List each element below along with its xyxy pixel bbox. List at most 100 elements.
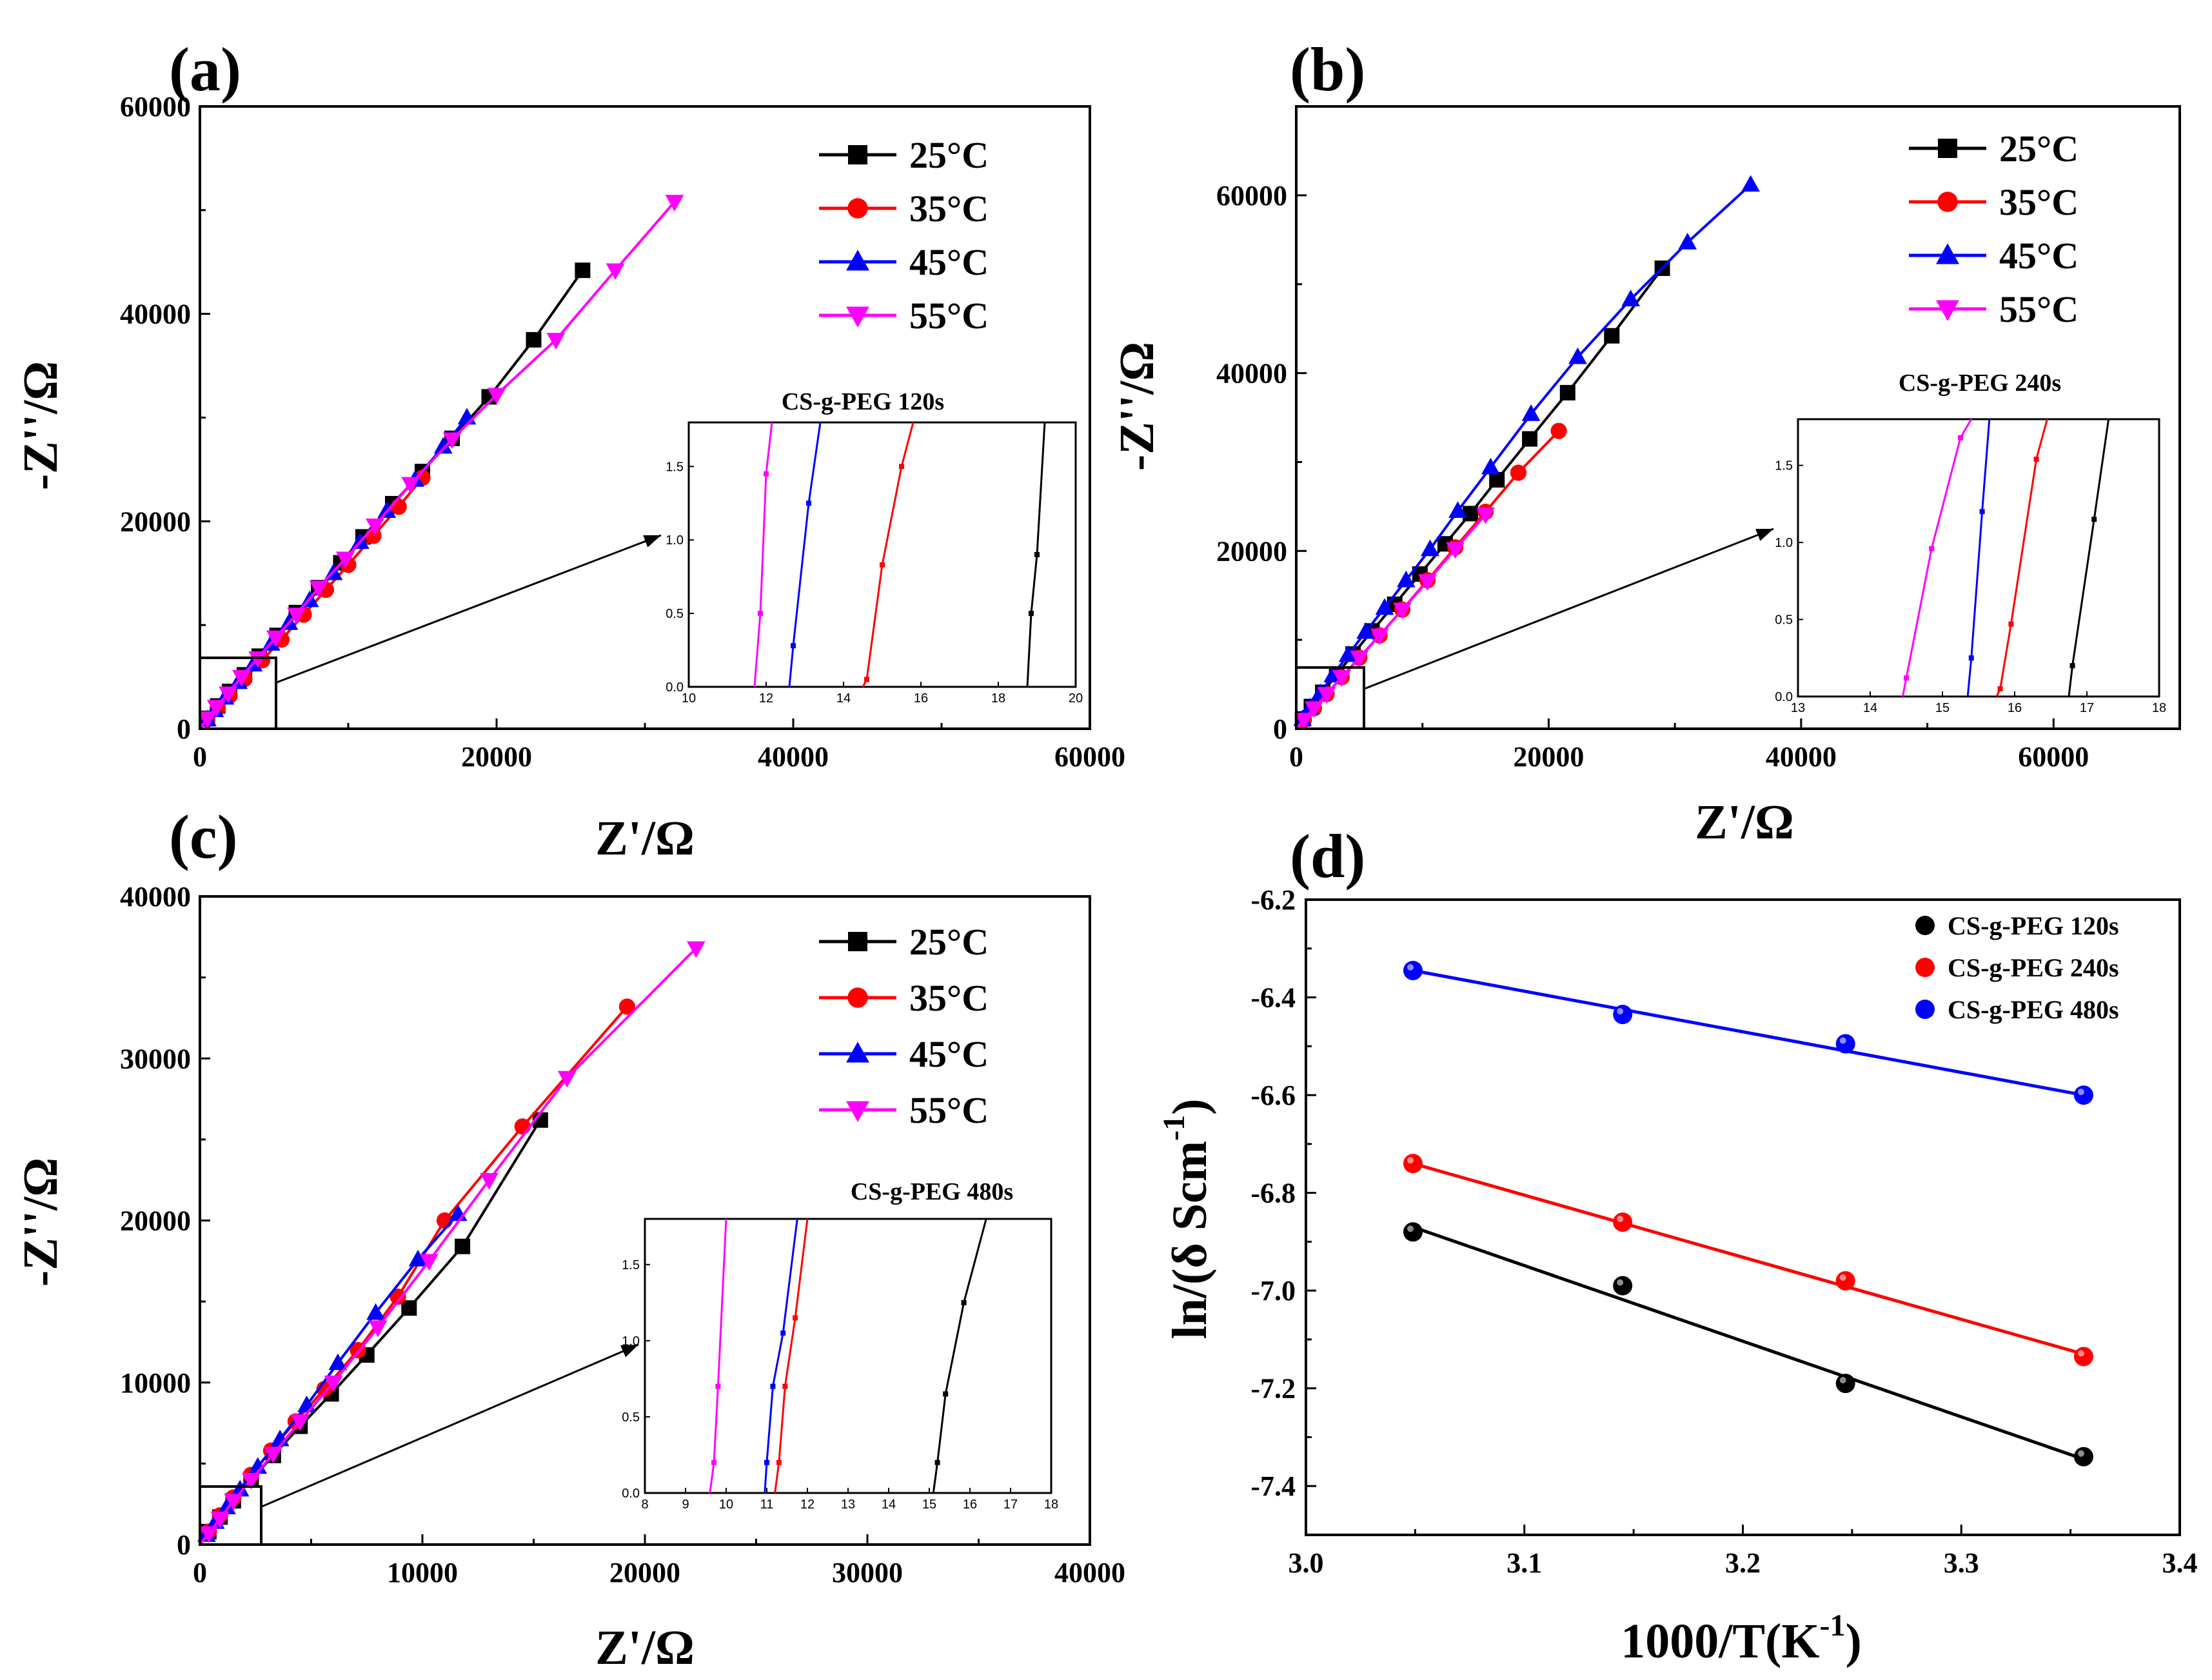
y-tick-label: 30000 <box>120 1043 191 1074</box>
legend-label: 35°C <box>909 977 989 1019</box>
plot-frame <box>1295 105 2181 730</box>
inset-series-45°C <box>764 1218 798 1494</box>
legend-entry: 45°C <box>819 241 989 283</box>
x-tick-label: 40000 <box>758 741 829 773</box>
inset-x-tick-label: 10 <box>682 691 696 706</box>
legend-marker <box>1915 1000 1935 1019</box>
inset-title: CS-g-PEG 480s <box>851 1178 1013 1205</box>
y-tick-label: 40000 <box>120 881 191 913</box>
legend-entry: CS-g-PEG 480s <box>1915 995 2119 1024</box>
inset-x-tick-label: 14 <box>1863 701 1877 715</box>
y-tick-label: -6.8 <box>1250 1178 1296 1209</box>
legend-label: 25°C <box>1999 128 2079 170</box>
y-tick-label: 60000 <box>1216 180 1287 212</box>
data-point <box>1522 431 1538 447</box>
y-tick-label: 20000 <box>120 506 191 537</box>
x-tick-label: 20000 <box>1513 741 1584 773</box>
data-point <box>1568 347 1587 364</box>
inset-data-point <box>776 1459 782 1465</box>
fit-line <box>1412 969 2084 1097</box>
inset: CS-g-PEG 480s 8 9 10 11 12 13 14 15 16 17 18 0.0 0.5 1… <box>622 1178 1058 1512</box>
inset-x-tick-label: 16 <box>963 1497 977 1512</box>
data-point <box>266 630 285 647</box>
inset-y-tick-label: 0.5 <box>1775 613 1793 628</box>
data-point <box>1305 701 1323 718</box>
y-tick-label: 0 <box>1273 713 1287 745</box>
zoom-box <box>199 1485 262 1546</box>
x-tick-label: 60000 <box>1054 741 1125 773</box>
legend-label: 45°C <box>1999 235 2079 277</box>
inset-x-tick-label: 16 <box>914 691 928 706</box>
inset-series-line <box>753 422 773 687</box>
data-point <box>290 1414 310 1432</box>
y-tick-label: 40000 <box>1216 358 1287 390</box>
data-point <box>514 1118 531 1135</box>
y-tick-label: 60000 <box>120 91 191 123</box>
inset-series-25°C <box>932 1218 987 1494</box>
inset-x-tick-label: 18 <box>1044 1497 1058 1512</box>
legend-entry: 45°C <box>1909 235 2079 277</box>
y-tick-label: -6.2 <box>1250 884 1296 916</box>
legend-entry: 25°C <box>819 921 989 963</box>
data-point <box>336 551 355 569</box>
inset-series-45°C <box>1966 419 1991 697</box>
legend-entry: CS-g-PEG 120s <box>1915 911 2119 940</box>
data-point <box>287 608 306 625</box>
inset-x-tick-label: 16 <box>2008 701 2022 715</box>
data-point <box>1550 422 1567 439</box>
data-point <box>210 1512 230 1528</box>
legend-marker <box>848 932 867 951</box>
data-point <box>408 1249 428 1267</box>
inset-frame <box>687 421 1077 688</box>
data-point <box>1621 290 1641 306</box>
legend-entry: 25°C <box>819 134 989 176</box>
data-point <box>264 1447 283 1464</box>
inset-x-tick-label: 14 <box>882 1497 896 1512</box>
data-point <box>433 437 453 454</box>
y-tick-label: -6.6 <box>1250 1080 1296 1111</box>
legend-label: CS-g-PEG 240s <box>1948 953 2119 982</box>
data-point <box>1403 960 1423 980</box>
data-point <box>526 331 542 348</box>
inset-series-35°C <box>1995 419 2048 697</box>
y-axis-label-tail: ) <box>1163 1099 1217 1115</box>
legend-marker <box>847 987 868 1008</box>
x-axis-label: Z'/Ω <box>1695 795 1794 849</box>
y-tick-label: 0 <box>177 713 191 745</box>
data-point <box>401 477 420 494</box>
inset-x-tick-label: 11 <box>760 1497 774 1512</box>
data-point <box>442 432 462 450</box>
inset-y-tick-label: 0.0 <box>622 1487 640 1501</box>
y-tick-label: 10000 <box>120 1367 191 1399</box>
data-point <box>1521 404 1541 421</box>
legend-entry: 45°C <box>819 1033 989 1075</box>
inset-frame <box>644 1218 1052 1494</box>
zoom-arrowhead <box>643 535 661 548</box>
x-tick-label: 10000 <box>387 1557 458 1588</box>
inset-x-tick-label: 18 <box>991 691 1005 706</box>
inset-data-point <box>770 1383 776 1389</box>
inset-data-point <box>711 1459 717 1465</box>
data-point <box>1448 501 1467 519</box>
inset-x-tick-label: 20 <box>1069 691 1083 706</box>
inset-y-tick-label: 1.0 <box>622 1334 640 1349</box>
inset-data-point <box>1997 686 2003 692</box>
inset-x-tick-label: 10 <box>719 1497 733 1512</box>
y-tick-label: 20000 <box>120 1205 191 1237</box>
inset-data-point <box>1968 655 1974 661</box>
inset-x-tick-label: 8 <box>641 1497 648 1512</box>
inset-x-tick-label: 12 <box>800 1497 815 1512</box>
inset-data-point <box>864 677 869 682</box>
data-point-highlight <box>1407 1157 1414 1164</box>
data-point <box>1418 574 1437 591</box>
data-point <box>219 686 238 704</box>
data-point <box>248 651 268 668</box>
data-point-highlight <box>1617 1216 1624 1223</box>
data-point <box>1446 542 1465 559</box>
y-tick-label: 40000 <box>120 299 191 330</box>
inset-data-point <box>1979 509 1985 515</box>
panel-b: (b) 0 20000 40000 60000 0 20000 40000 60000 Z'/Ω -… <box>1110 35 2181 849</box>
zoom-arrowhead <box>1755 529 1773 541</box>
legend-entry: 55°C <box>1909 288 2079 330</box>
fit-line <box>1412 1161 2084 1356</box>
